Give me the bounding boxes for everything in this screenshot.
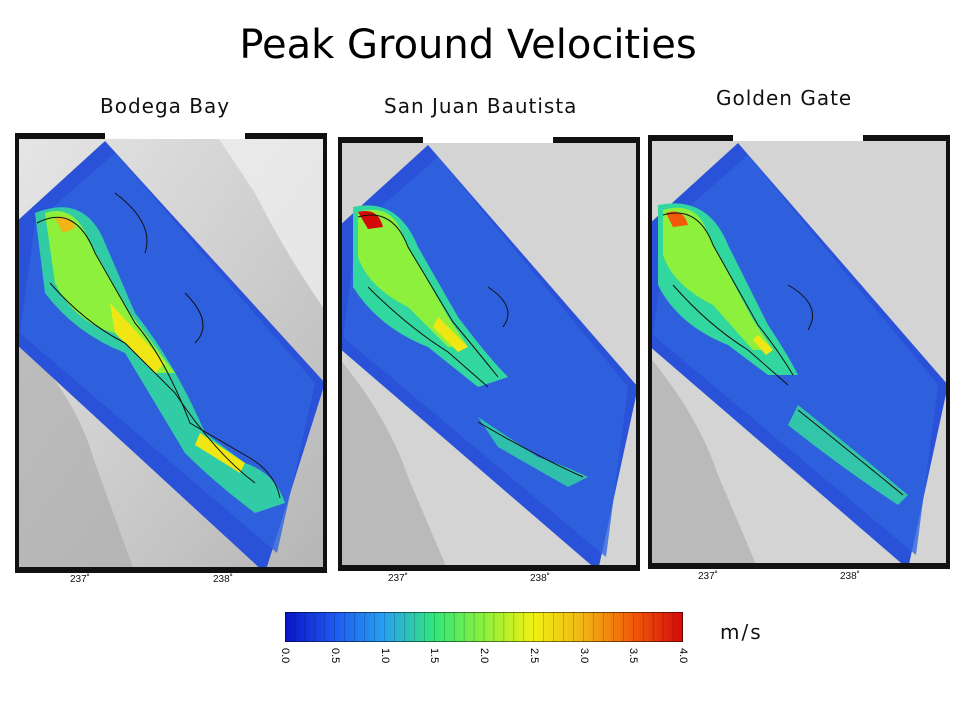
panel-label-bodega-bay: Bodega Bay	[100, 94, 231, 118]
lon-tick-238-bodega: 238˚	[213, 574, 234, 585]
colorbar-tick-label: 1.0	[378, 648, 391, 664]
panel-label-golden-gate: Golden Gate	[716, 86, 853, 110]
lon-tick-238-gg: 238˚	[840, 571, 861, 582]
lon-tick-237-bodega: 237˚	[70, 574, 91, 585]
lon-tick-237-gg: 237˚	[698, 571, 719, 582]
page-title: Peak Ground Velocities	[239, 22, 697, 68]
colorbar-tick-label: 0.0	[279, 648, 291, 664]
colorbar-tick-label: 2.5	[527, 648, 540, 664]
map-bodega-bay	[15, 133, 327, 573]
colorbar-tick-label: 3.5	[627, 648, 640, 664]
colorbar-tick-label: 3.0	[577, 648, 590, 664]
colorbar-tick-label: 1.5	[428, 648, 441, 664]
panel-label-san-juan-bautista: San Juan Bautista	[384, 94, 578, 118]
map-panel-san-juan-bautista	[338, 137, 640, 571]
colorbar-tick-label: 4.0	[677, 648, 689, 664]
map-panel-bodega-bay	[15, 133, 327, 573]
map-golden-gate	[648, 135, 950, 569]
map-san-juan-bautista	[338, 137, 640, 571]
map-panel-golden-gate	[648, 135, 950, 569]
velocity-colorbar	[285, 612, 683, 642]
colorbar-tick-label: 2.0	[478, 648, 490, 664]
colorbar-tick-label: 0.5	[328, 648, 341, 664]
colorbar-unit: m/s	[720, 620, 763, 644]
lon-tick-238-sjb: 238˚	[530, 573, 551, 584]
lon-tick-237-sjb: 237˚	[388, 573, 409, 584]
